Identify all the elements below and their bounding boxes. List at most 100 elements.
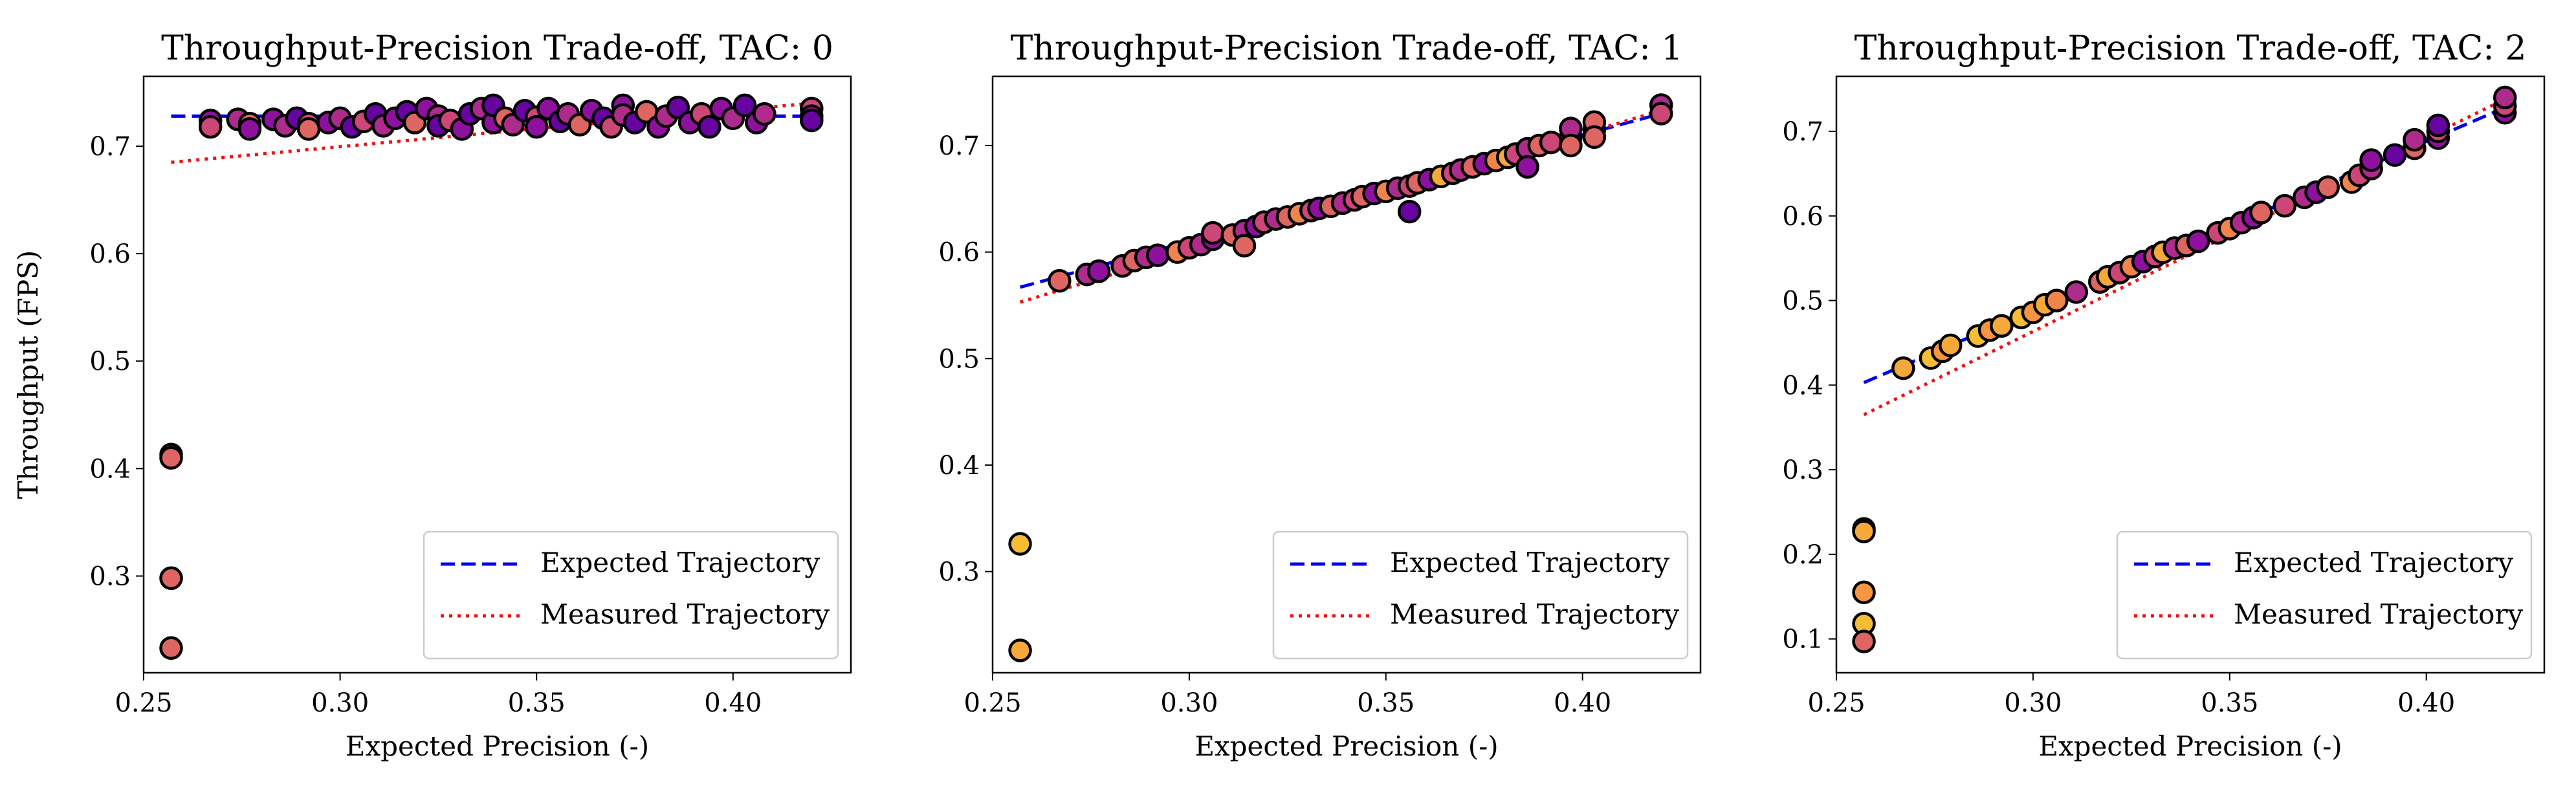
data-point bbox=[753, 102, 776, 126]
x-tick-label: 0.30 bbox=[2004, 688, 2062, 718]
data-layer bbox=[159, 93, 824, 660]
data-point bbox=[2249, 201, 2273, 224]
data-point bbox=[1649, 102, 1673, 125]
y-tick-label: 0.3 bbox=[938, 558, 980, 587]
data-point bbox=[1539, 130, 1563, 155]
data-point bbox=[296, 117, 321, 141]
data-point bbox=[2359, 148, 2383, 172]
y-tick-label: 0.4 bbox=[1782, 371, 1823, 400]
y-tick-label: 0.7 bbox=[1782, 117, 1823, 147]
data-point bbox=[698, 114, 721, 139]
chart-panel-2: Throughput-Precision Trade-off, TAC: 2 0.… bbox=[1782, 29, 2546, 762]
data-point bbox=[2186, 229, 2210, 254]
data-point bbox=[1515, 155, 1539, 179]
y-tick-label: 0.2 bbox=[1782, 540, 1823, 570]
y-tick-label: 0.7 bbox=[938, 131, 980, 161]
data-point bbox=[1891, 356, 1915, 380]
chart-title: Throughput-Precision Trade-off, TAC: 1 bbox=[1011, 29, 1683, 68]
x-tick-label: 0.25 bbox=[115, 688, 172, 718]
data-point bbox=[1397, 199, 1422, 224]
x-axis-label: Expected Precision (-) bbox=[346, 730, 649, 762]
data-layer bbox=[1852, 85, 2517, 653]
legend-box bbox=[423, 530, 839, 660]
data-point bbox=[1582, 125, 1607, 149]
x-tick-label: 0.25 bbox=[1807, 688, 1865, 718]
data-point bbox=[2316, 175, 2340, 199]
data-point bbox=[1852, 580, 1876, 605]
y-tick-label: 0.6 bbox=[938, 238, 980, 268]
x-tick-label: 0.40 bbox=[2397, 688, 2455, 718]
y-tick-label: 0.6 bbox=[89, 239, 131, 269]
data-point bbox=[159, 636, 183, 660]
data-point bbox=[524, 114, 549, 139]
chart-title: Throughput-Precision Trade-off, TAC: 0 bbox=[161, 29, 833, 68]
x-tick-label: 0.30 bbox=[1160, 688, 1218, 718]
data-point bbox=[1990, 314, 2014, 338]
data-point bbox=[1852, 519, 1876, 543]
data-point bbox=[1852, 629, 1876, 653]
x-tick-label: 0.35 bbox=[1357, 688, 1415, 718]
data-point bbox=[2383, 143, 2407, 167]
legend-label-measured: Measured Trajectory bbox=[2234, 598, 2523, 630]
data-point bbox=[198, 114, 223, 139]
data-point bbox=[1048, 268, 1072, 293]
data-point bbox=[159, 566, 183, 591]
legend-label-measured: Measured Trajectory bbox=[540, 598, 830, 630]
data-point bbox=[732, 93, 757, 118]
data-point bbox=[1008, 532, 1032, 556]
y-tick-label: 0.4 bbox=[89, 454, 131, 484]
x-tick-label: 0.25 bbox=[963, 688, 1021, 718]
chart-panel-1: Throughput-Precision Trade-off, TAC: 1 0.… bbox=[938, 29, 1702, 762]
legend-label-expected: Expected Trajectory bbox=[1390, 547, 1669, 578]
legend-box bbox=[1272, 530, 1689, 660]
data-point bbox=[1201, 221, 1225, 245]
legend: Expected Trajectory Measured Trajectory bbox=[2116, 530, 2533, 660]
plot-frame bbox=[142, 75, 852, 674]
data-point bbox=[2493, 85, 2517, 109]
x-tick-label: 0.35 bbox=[2201, 688, 2258, 718]
data-point bbox=[1939, 333, 1963, 358]
data-point bbox=[2045, 289, 2069, 312]
data-layer bbox=[1008, 93, 1673, 662]
data-point bbox=[2273, 193, 2297, 218]
y-tick-label: 0.5 bbox=[1782, 287, 1823, 316]
x-axis-label: Expected Precision (-) bbox=[2038, 730, 2342, 762]
data-point bbox=[2426, 113, 2450, 138]
data-point bbox=[1232, 234, 1257, 258]
y-tick-label: 0.5 bbox=[938, 344, 980, 374]
plot-frame bbox=[991, 75, 1702, 674]
y-tick-label: 0.7 bbox=[89, 132, 131, 162]
legend-label-measured: Measured Trajectory bbox=[1390, 598, 1679, 630]
y-tick-label: 0.3 bbox=[89, 561, 131, 591]
y-tick-label: 0.3 bbox=[1782, 455, 1823, 485]
data-point bbox=[800, 108, 824, 133]
x-axis-label: Expected Precision (-) bbox=[1194, 730, 1498, 762]
legend-label-expected: Expected Trajectory bbox=[2234, 547, 2513, 578]
x-tick-label: 0.30 bbox=[311, 688, 369, 718]
legend-label-expected: Expected Trajectory bbox=[540, 547, 820, 578]
x-tick-label: 0.40 bbox=[1554, 688, 1611, 718]
y-tick-label: 0.6 bbox=[1782, 202, 1823, 232]
data-point bbox=[1008, 638, 1032, 662]
y-tick-label: 0.1 bbox=[1782, 625, 1823, 655]
x-tick-label: 0.35 bbox=[508, 688, 566, 718]
data-point bbox=[1146, 243, 1170, 267]
data-point bbox=[237, 117, 262, 141]
legend: Expected Trajectory Measured Trajectory bbox=[1272, 530, 1689, 660]
legend: Expected Trajectory Measured Trajectory bbox=[423, 530, 839, 660]
plot-frame bbox=[1835, 75, 2546, 674]
y-tick-label: 0.4 bbox=[938, 451, 980, 481]
data-point bbox=[2064, 280, 2088, 304]
data-point bbox=[666, 95, 690, 120]
measured-trajectory-line bbox=[1863, 98, 2506, 417]
legend-box bbox=[2116, 530, 2533, 660]
y-tick-label: 0.5 bbox=[89, 347, 131, 376]
data-point bbox=[1086, 259, 1111, 283]
y-axis-label: Throughput (FPS) bbox=[12, 250, 44, 499]
chart-title: Throughput-Precision Trade-off, TAC: 2 bbox=[1855, 29, 2527, 68]
data-point bbox=[159, 446, 183, 470]
data-point bbox=[1559, 133, 1583, 158]
chart-panel-0: Throughput-Precision Trade-off, TAC: 0 0.… bbox=[12, 29, 852, 762]
data-point bbox=[2403, 127, 2427, 152]
